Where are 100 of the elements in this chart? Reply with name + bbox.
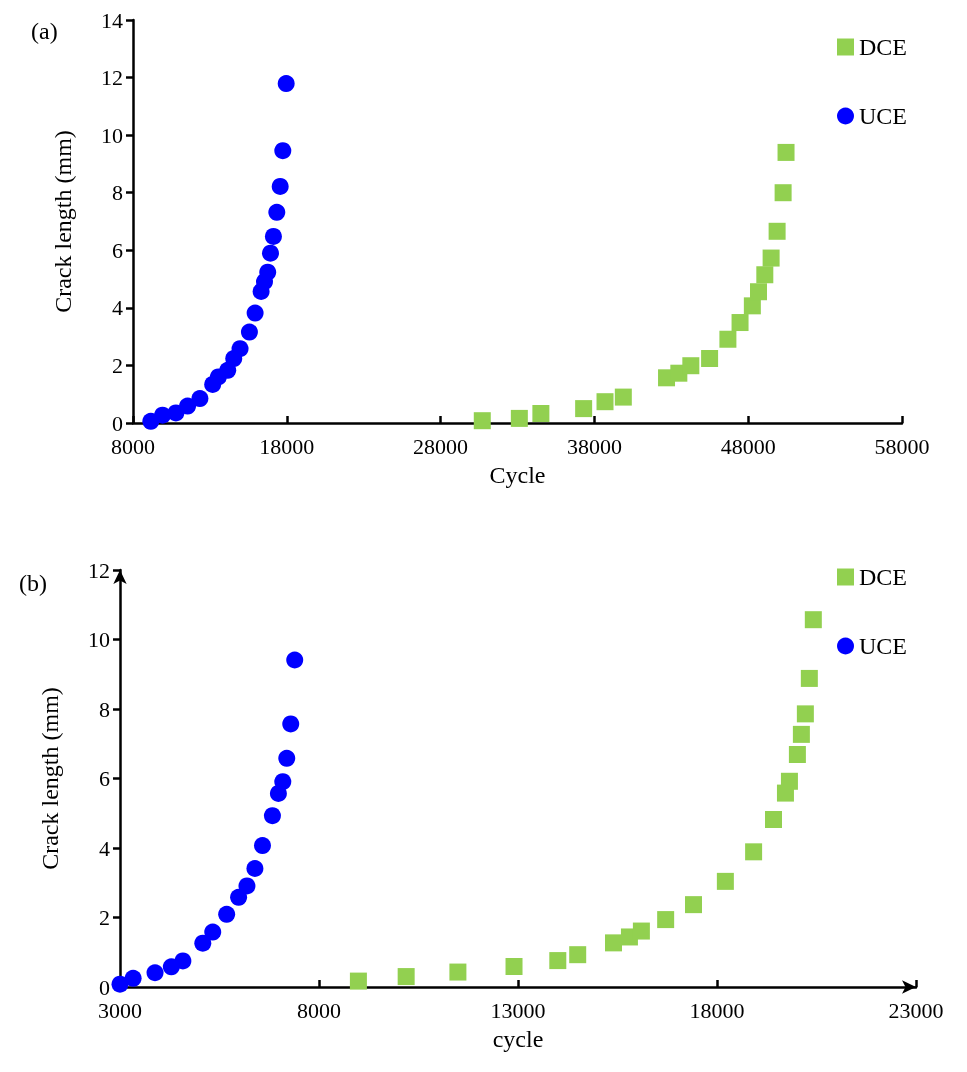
y-tick-label: 6 xyxy=(99,766,110,791)
point xyxy=(756,266,774,284)
y-tick-label: 8 xyxy=(112,180,123,206)
point xyxy=(191,390,209,408)
point xyxy=(792,725,810,743)
y-tick-label: 2 xyxy=(99,905,110,930)
point xyxy=(804,611,822,629)
point xyxy=(246,860,264,877)
point xyxy=(278,749,296,767)
point xyxy=(796,705,814,723)
point xyxy=(194,934,212,952)
x-tick-label: 13000 xyxy=(490,997,546,1023)
y-tick-label: 12 xyxy=(101,65,123,91)
legend-label: DCE xyxy=(859,34,907,60)
y-tick-label: 10 xyxy=(88,627,110,652)
x-tick-label: 23000 xyxy=(888,997,944,1023)
point xyxy=(731,314,749,332)
y-tick-label: 14 xyxy=(101,7,123,33)
point xyxy=(204,923,222,941)
x-tick-label: 38000 xyxy=(566,433,622,459)
point xyxy=(218,905,236,923)
x-tick-label: 48000 xyxy=(720,433,776,459)
point xyxy=(271,177,289,195)
point xyxy=(774,184,792,202)
point xyxy=(174,952,192,970)
point xyxy=(762,249,780,267)
point xyxy=(111,975,129,993)
point xyxy=(246,304,264,322)
y-tick-label: 12 xyxy=(88,557,110,583)
point xyxy=(505,958,523,975)
y-tick-label: 4 xyxy=(99,835,110,861)
point xyxy=(719,330,737,348)
point xyxy=(240,323,258,341)
point xyxy=(397,968,415,986)
point xyxy=(124,969,142,987)
point xyxy=(274,142,292,160)
point xyxy=(596,393,614,411)
point xyxy=(701,350,719,368)
point xyxy=(264,227,282,245)
point xyxy=(800,669,818,687)
point xyxy=(765,811,783,829)
x-tick-label: 18000 xyxy=(689,997,745,1023)
point xyxy=(277,75,295,93)
point xyxy=(231,340,249,358)
x-tick-label: 18000 xyxy=(259,433,315,459)
y-axis-title: Crack length (mm) xyxy=(37,687,63,870)
x-tick-label: 8000 xyxy=(297,997,341,1023)
point xyxy=(238,877,256,895)
legend-label: UCE xyxy=(859,633,907,659)
x-axis-title: cycle xyxy=(492,1026,544,1052)
point xyxy=(614,388,632,406)
point xyxy=(179,397,197,415)
point xyxy=(274,773,292,791)
point xyxy=(750,283,767,301)
x-tick-label: 28000 xyxy=(413,433,469,459)
chart-title: (b) xyxy=(19,570,47,596)
point xyxy=(777,143,795,161)
point xyxy=(349,972,367,990)
point xyxy=(259,263,277,281)
point xyxy=(745,843,763,861)
chart-title: (a) xyxy=(31,18,58,44)
y-tick-label: 2 xyxy=(112,352,123,378)
x-tick-label: 8000 xyxy=(111,433,155,459)
point xyxy=(254,837,271,855)
x-tick-label: 58000 xyxy=(874,433,930,459)
point xyxy=(473,412,491,430)
point xyxy=(532,405,550,422)
y-tick-label: 8 xyxy=(99,696,110,722)
y-tick-label: 0 xyxy=(99,974,110,1000)
point xyxy=(788,746,806,764)
point xyxy=(230,888,248,906)
point xyxy=(605,934,623,952)
y-axis-title: Crack length (mm) xyxy=(50,130,76,313)
point xyxy=(780,772,798,790)
point xyxy=(286,651,304,669)
point xyxy=(146,964,164,982)
point xyxy=(268,203,286,221)
point xyxy=(510,409,528,427)
point xyxy=(716,872,734,890)
point xyxy=(685,896,703,914)
point xyxy=(549,952,567,970)
point xyxy=(657,911,675,929)
y-tick-label: 6 xyxy=(112,237,123,263)
point xyxy=(569,946,587,964)
point xyxy=(632,922,650,940)
point xyxy=(154,406,172,424)
point xyxy=(768,222,786,240)
y-tick-label: 0 xyxy=(112,410,123,436)
point xyxy=(575,400,593,418)
point xyxy=(449,963,467,981)
x-tick-label: 3000 xyxy=(98,997,142,1023)
x-axis-title: Cycle xyxy=(489,462,546,488)
point xyxy=(262,244,279,262)
legend-label: DCE xyxy=(859,564,907,590)
point xyxy=(282,715,300,733)
point xyxy=(263,807,281,825)
y-tick-label: 4 xyxy=(112,295,123,321)
point xyxy=(682,357,700,375)
legend-label: UCE xyxy=(859,103,907,129)
y-tick-label: 10 xyxy=(101,122,123,148)
